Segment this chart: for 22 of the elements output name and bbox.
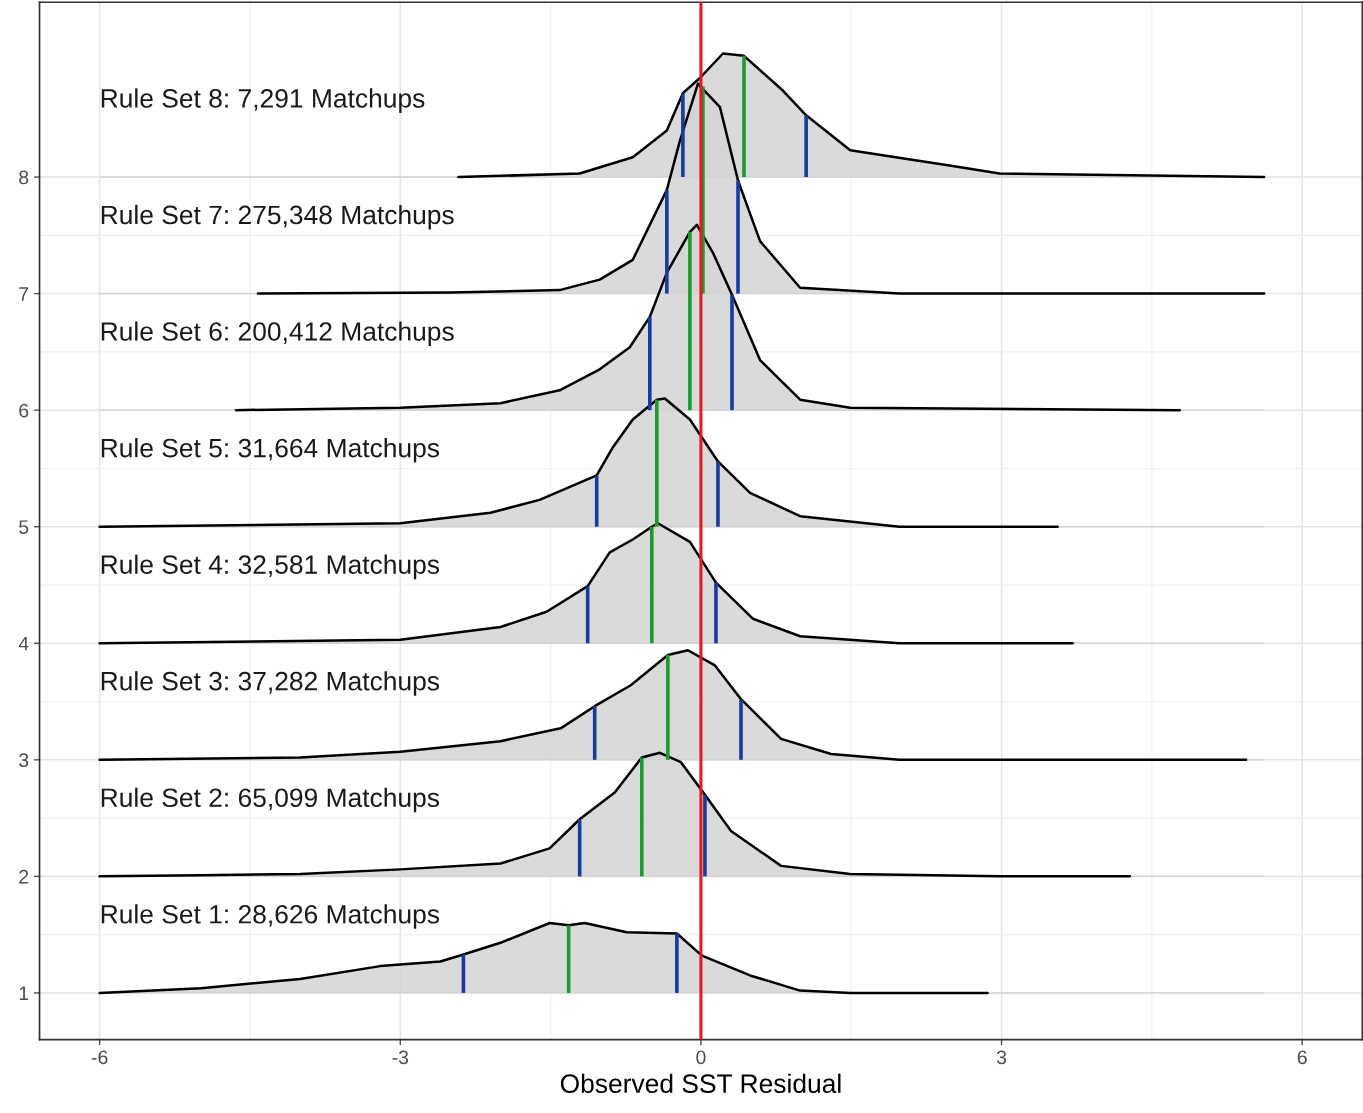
x-tick-label: 6 — [1297, 1050, 1307, 1065]
annotation: Rule Set 4: 32,581 Matchups — [101, 554, 440, 580]
y-tick-label: 4 — [18, 636, 29, 651]
x-tick-label: 3 — [996, 1050, 1007, 1065]
annotation: Rule Set 8: 7,291 Matchups — [101, 88, 425, 113]
y-tick-label: 7 — [19, 287, 29, 301]
annotation: Rule Set 2: 65,099 Matchups — [101, 787, 440, 813]
y-tick-label: 3 — [19, 753, 29, 768]
x-tick-label: -6 — [91, 1050, 108, 1065]
y-tick-label: 5 — [19, 520, 29, 534]
annotation: Rule Set 1: 28,626 Matchups — [101, 904, 440, 929]
annotation: Rule Set 5: 31,664 Matchups — [101, 438, 440, 463]
x-axis-title: Observed SST Residual — [560, 1073, 841, 1094]
annotation: Rule Set 6: 200,412 Matchups — [101, 321, 454, 347]
x-tick-label: 0 — [696, 1050, 706, 1065]
y-tick-label: 1 — [19, 986, 29, 1000]
annotation: Rule Set 3: 37,282 Matchups — [101, 671, 440, 696]
annotation: Rule Set 7: 275,348 Matchups — [101, 204, 454, 230]
y-tick-label: 8 — [19, 170, 29, 185]
x-tick-label: -3 — [392, 1050, 409, 1065]
y-tick-label: 2 — [19, 869, 29, 884]
y-tick-label: 6 — [19, 403, 29, 418]
